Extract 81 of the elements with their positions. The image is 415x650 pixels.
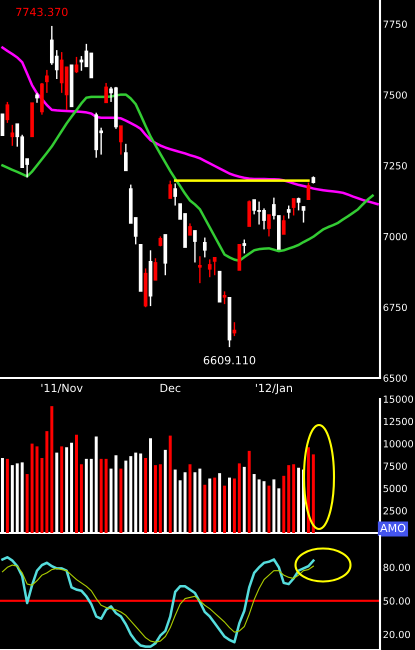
candlestick (0, 113, 4, 136)
bar (119, 468, 122, 533)
candlestick (104, 82, 108, 104)
y-tick-label: 6500 (383, 374, 407, 382)
candlestick (212, 256, 217, 276)
candlestick (202, 236, 207, 258)
bar (104, 458, 108, 533)
bar (238, 463, 241, 533)
bar (50, 406, 54, 533)
bar (223, 486, 226, 533)
candlestick (154, 258, 158, 282)
candlestick (193, 230, 197, 264)
y-tick-label: 12500 (384, 418, 414, 426)
y-tick-label: 7000 (384, 232, 407, 240)
candlestick (208, 258, 212, 278)
candlestick (267, 214, 271, 238)
candlestick (242, 238, 246, 254)
y-tick-label: 5000 (384, 484, 407, 492)
y-tick-label: 2500 (383, 507, 407, 514)
annotation: 7743.370 (16, 8, 68, 16)
candlestick (296, 196, 300, 212)
bar (45, 431, 48, 533)
candlestick (282, 214, 286, 236)
y-tick-label: 7750 (384, 20, 407, 28)
candlestick (302, 206, 306, 224)
candlestick (10, 124, 14, 147)
candlestick (35, 92, 39, 104)
candlestick (232, 322, 236, 337)
x-tick-label: '12/Jan (256, 384, 292, 394)
bar (287, 465, 290, 533)
candlestick (188, 222, 192, 236)
bar (40, 458, 44, 533)
x-tick-label: Dec (160, 384, 180, 392)
x-tick-label: '11/Nov (41, 384, 83, 394)
bar (248, 450, 251, 533)
bar (30, 444, 34, 533)
bar (158, 464, 162, 533)
y-tick-label: 50.00 (384, 597, 410, 605)
bar (6, 458, 9, 533)
candlestick (173, 182, 178, 206)
bar (75, 434, 78, 533)
y-tick-label: 7250 (384, 162, 407, 170)
candlestick (74, 56, 78, 74)
candlestick (119, 125, 123, 156)
bar (100, 458, 103, 533)
line-series (1, 46, 379, 206)
annotation: 6609.110 (204, 356, 256, 364)
candlestick (286, 204, 291, 220)
line-series (2, 564, 314, 643)
line-series (1, 556, 315, 648)
y-tick-label: 7500 (384, 462, 407, 470)
bar (203, 484, 206, 533)
candlestick (6, 101, 10, 124)
y-tick-label: 6750 (383, 304, 407, 312)
candlestick (168, 180, 172, 200)
candlestick (198, 256, 202, 284)
candlestick (158, 236, 162, 248)
candlestick (306, 182, 310, 200)
bar (292, 464, 296, 533)
bar (312, 454, 315, 533)
bar (154, 465, 157, 533)
y-tick-label: 7500 (384, 91, 407, 99)
bar (232, 478, 236, 533)
bar (26, 474, 29, 533)
candlestick (222, 290, 226, 305)
candlestick (124, 143, 128, 172)
y-tick-label: 10000 (384, 440, 414, 448)
bar (213, 478, 216, 533)
bar (306, 447, 310, 533)
bar (60, 446, 64, 533)
bar (80, 464, 83, 533)
y-tick-label: 15000 (384, 395, 414, 403)
y-tick-label: 20.00 (383, 630, 410, 638)
candlestick (45, 69, 49, 94)
text: AMO (380, 524, 406, 532)
bar (144, 458, 148, 533)
candlestick (292, 198, 296, 216)
bar (188, 464, 192, 533)
y-tick-label: 80.00 (383, 564, 410, 572)
bar (267, 486, 270, 533)
bar (36, 446, 38, 533)
